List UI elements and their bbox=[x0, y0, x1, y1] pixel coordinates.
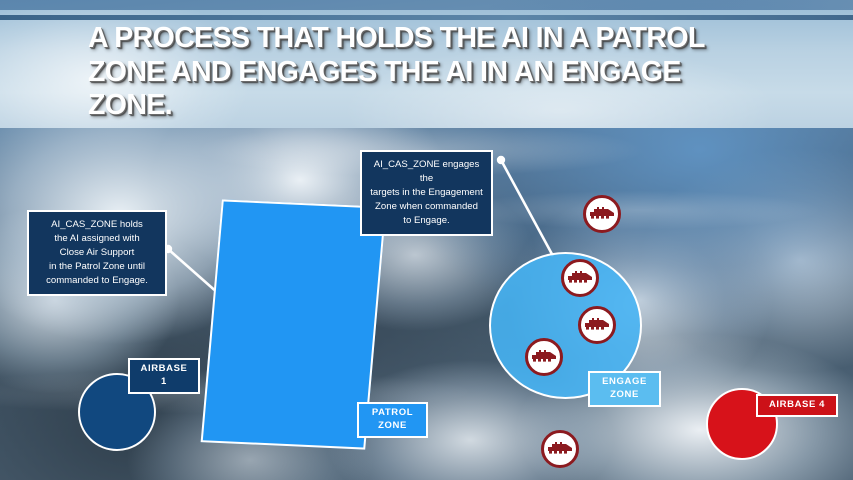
hostile-unit-icon[interactable] bbox=[525, 338, 563, 376]
hostile-unit-glyph bbox=[568, 271, 592, 283]
hostile-unit-glyph bbox=[590, 207, 614, 219]
hostile-unit-icon[interactable] bbox=[578, 306, 616, 344]
hostile-unit-icon[interactable] bbox=[561, 259, 599, 297]
hostile-unit-icon[interactable] bbox=[583, 195, 621, 233]
engage-zone-label[interactable]: ENGAGE ZONE bbox=[588, 371, 661, 407]
title-band-top-rule bbox=[0, 15, 853, 20]
hostile-unit-glyph bbox=[532, 350, 556, 362]
airbase-1-label[interactable]: AIRBASE 1 bbox=[128, 358, 200, 394]
patrol-callout-box[interactable]: AI_CAS_ZONE holds the AI assigned with C… bbox=[27, 210, 167, 296]
page-title: A PROCESS THAT HOLDS THE AI IN A PATROL … bbox=[88, 22, 705, 122]
hostile-unit-glyph bbox=[585, 318, 609, 330]
engage-callout-box[interactable]: AI_CAS_ZONE engages the targets in the E… bbox=[360, 150, 493, 236]
hostile-unit-icon[interactable] bbox=[541, 430, 579, 468]
title-band bbox=[0, 10, 853, 128]
airbase-4-label[interactable]: AIRBASE 4 bbox=[756, 394, 838, 417]
hostile-unit-glyph bbox=[548, 442, 572, 454]
patrol-zone-label[interactable]: PATROL ZONE bbox=[357, 402, 428, 438]
